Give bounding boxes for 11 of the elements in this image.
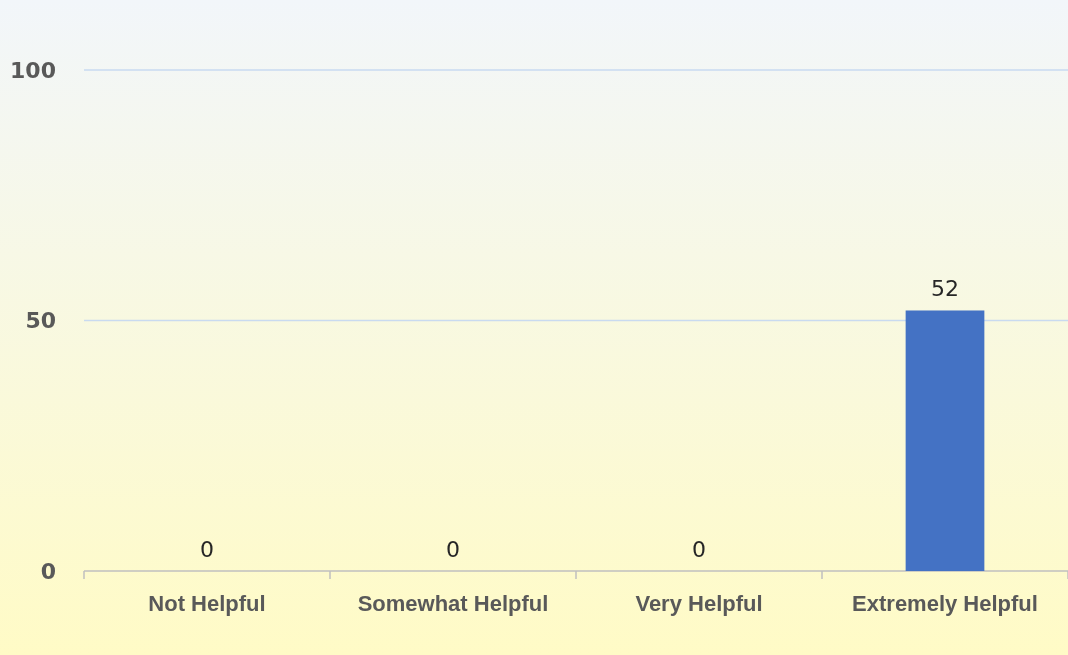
x-tick-label: Somewhat Helpful: [357, 591, 549, 616]
y-tick-label: 0: [40, 558, 56, 584]
data-label: 0: [200, 537, 214, 562]
data-label: 0: [692, 537, 706, 562]
data-label: 0: [446, 537, 460, 562]
data-label: 52: [931, 276, 959, 302]
x-tick-label: Not Helpful: [148, 591, 266, 616]
x-tick-label: Extremely Helpful: [852, 591, 1038, 616]
x-tick-label: Very Helpful: [635, 591, 763, 616]
y-tick-label: 50: [25, 308, 56, 334]
y-tick-label: 100: [10, 57, 56, 83]
